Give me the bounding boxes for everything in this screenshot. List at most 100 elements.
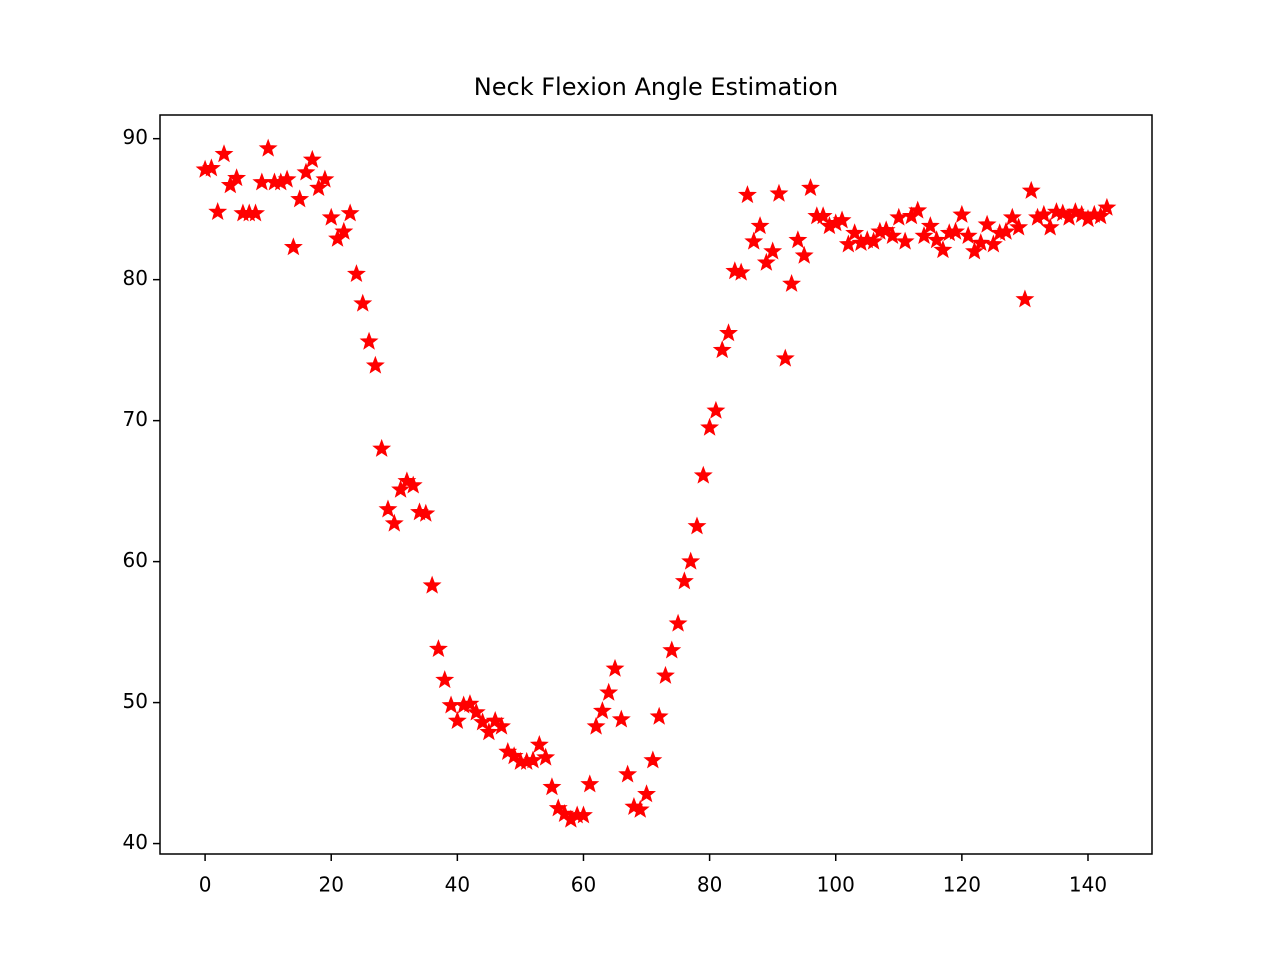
axes-frame (159, 114, 1153, 855)
point (592, 701, 612, 720)
point (321, 207, 341, 226)
point (681, 551, 701, 570)
point (353, 293, 373, 312)
point (630, 799, 650, 818)
point (340, 203, 360, 222)
point (359, 331, 379, 350)
point (283, 237, 303, 256)
x-tick-label: 140 (1069, 873, 1107, 897)
point (599, 682, 619, 701)
point (996, 221, 1016, 240)
point (1002, 207, 1022, 226)
point (983, 234, 1003, 253)
point (315, 169, 335, 188)
point (328, 228, 347, 247)
point (662, 640, 682, 659)
x-tick-label: 0 (199, 873, 212, 897)
point (946, 221, 965, 240)
point (927, 230, 947, 249)
point (763, 241, 783, 260)
point (403, 475, 423, 494)
point (1015, 289, 1035, 308)
point (290, 189, 310, 208)
point (618, 764, 638, 783)
point (908, 200, 928, 219)
point (1021, 180, 1041, 199)
point (687, 516, 707, 535)
point (220, 175, 240, 194)
point (952, 204, 972, 223)
x-tick-label: 80 (697, 873, 722, 897)
x-tick-label: 40 (445, 873, 470, 897)
x-tick-label: 20 (318, 873, 343, 897)
point (479, 722, 499, 741)
point (1034, 204, 1054, 223)
point (769, 183, 789, 202)
point (492, 716, 511, 735)
point (719, 323, 738, 342)
point (302, 149, 322, 168)
point (378, 499, 398, 518)
point (246, 203, 265, 222)
point (296, 162, 316, 181)
point (523, 750, 543, 769)
point (920, 216, 940, 235)
point (277, 169, 297, 188)
y-tick-label: 40 (123, 830, 148, 854)
x-tick-label: 120 (943, 873, 981, 897)
point (1097, 197, 1117, 216)
point (460, 694, 480, 713)
point (309, 178, 329, 197)
point (416, 503, 436, 522)
point (422, 575, 442, 594)
point (208, 202, 228, 221)
point (712, 340, 732, 359)
point (447, 710, 467, 729)
y-tick-label: 60 (123, 548, 148, 572)
point (864, 231, 884, 250)
point (574, 805, 593, 824)
point (1009, 217, 1029, 236)
point (365, 355, 385, 374)
point (738, 185, 757, 204)
point (649, 706, 669, 725)
point (971, 233, 991, 252)
point (611, 709, 631, 728)
point (775, 348, 795, 367)
point (372, 438, 392, 457)
point (782, 273, 802, 292)
point (706, 400, 726, 419)
point (693, 465, 713, 484)
point (933, 240, 953, 259)
point (750, 216, 770, 235)
x-tick-label: 100 (817, 873, 855, 897)
y-tick-label: 50 (123, 689, 148, 713)
point (529, 734, 549, 753)
point (813, 206, 833, 225)
point (214, 144, 234, 163)
point (428, 639, 448, 658)
point (977, 214, 997, 233)
point (895, 231, 915, 250)
point (580, 774, 600, 793)
point (1040, 217, 1060, 236)
point (756, 252, 776, 271)
point (435, 670, 455, 689)
point (845, 223, 865, 242)
y-tick-label: 70 (123, 407, 148, 431)
point (1091, 206, 1111, 225)
point (637, 784, 656, 803)
chart-title: Neck Flexion Angle Estimation (474, 73, 838, 101)
point (832, 210, 852, 229)
point (788, 230, 808, 249)
point (536, 747, 556, 766)
point (731, 262, 751, 281)
point (605, 658, 625, 677)
point (958, 226, 978, 244)
point (258, 138, 278, 157)
point (674, 571, 694, 590)
point (700, 417, 720, 436)
x-tick-label: 60 (571, 873, 596, 897)
